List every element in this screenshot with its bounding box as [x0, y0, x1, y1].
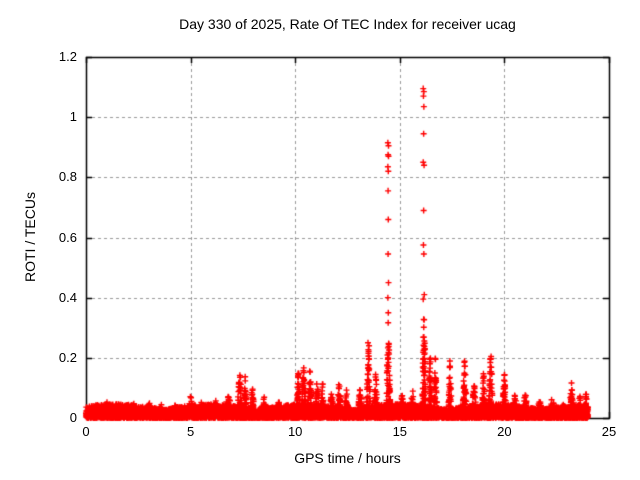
chart-title: Day 330 of 2025, Rate Of TEC Index for r… — [179, 16, 516, 32]
x-tick-label: 20 — [497, 424, 512, 439]
x-tick-label: 5 — [186, 424, 195, 439]
x-axis-label: GPS time / hours — [294, 450, 401, 466]
y-tick-label: 0 — [69, 410, 77, 425]
y-tick-label: 0.4 — [58, 289, 77, 305]
x-tick-label: 25 — [601, 424, 617, 439]
y-tick-label: 1.2 — [58, 49, 77, 64]
y-tick-label: 0.8 — [58, 169, 77, 185]
x-tick-label: 0 — [82, 424, 90, 439]
y-tick-label: 0.6 — [58, 229, 77, 245]
y-tick-label: 0.2 — [58, 349, 77, 365]
x-tick-label: 10 — [287, 424, 303, 439]
y-tick-label: 1 — [69, 109, 77, 125]
x-tick-label: 15 — [392, 424, 408, 439]
